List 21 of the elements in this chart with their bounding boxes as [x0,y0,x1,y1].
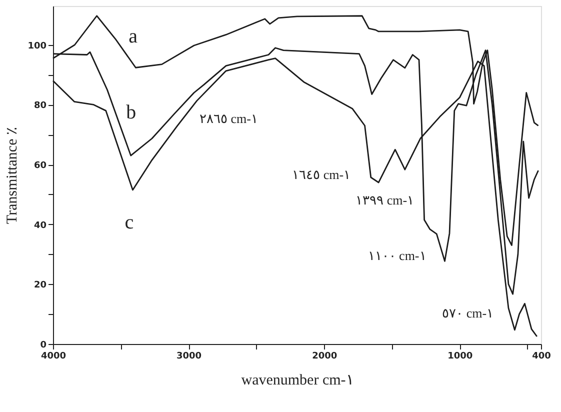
annotation: ١١٠٠ cm-١ [368,248,426,264]
y-tick-label: 80 [34,101,46,112]
x-tick-label: 4000 [40,352,66,362]
y-tick-label: 0 [40,340,46,350]
y-tick-label: 40 [34,220,46,231]
annotation: ٢٨٦٥ cm-١ [199,111,258,126]
x-axis-title: wavenumber cm-١ [241,372,354,388]
y-tick-label: 100 [28,41,46,52]
annotation: ١٦٤٥ cm-١ [292,167,351,182]
annotation: b [126,101,136,124]
x-tick-label: 400 [532,352,551,362]
annotation: ٥٧٠ cm-١ [442,306,494,321]
annotation: c [124,211,134,234]
y-tick-label: 60 [34,161,46,172]
x-tick-label: 2000 [312,352,338,362]
annotation: ١٣٩٩ cm-١ [356,192,414,208]
x-tick-label: 3000 [176,352,202,362]
annotation: a [128,25,138,48]
y-tick-label: 20 [34,280,46,291]
x-tick-label: 1000 [448,352,473,362]
y-axis-title: Transmittance ٪ [4,126,21,224]
